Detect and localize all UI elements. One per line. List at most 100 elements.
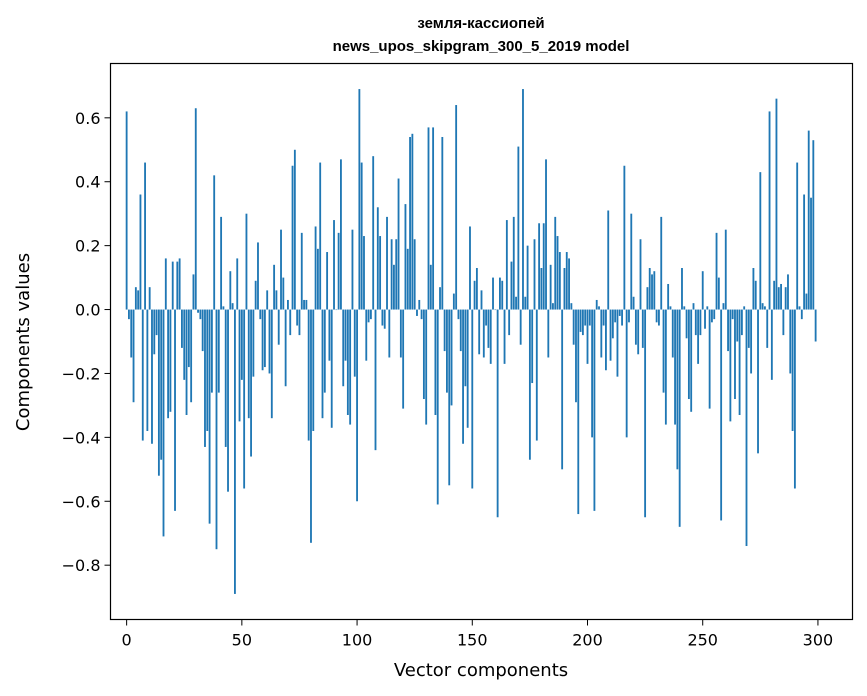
bar-157 <box>487 309 490 348</box>
bar-83 <box>316 248 319 310</box>
bar-179 <box>538 223 541 310</box>
bar-149 <box>469 226 471 310</box>
bar-181 <box>542 223 545 310</box>
bar-210 <box>609 309 612 361</box>
y-tick-label: 0.0 <box>75 301 100 320</box>
bar-252 <box>706 306 709 310</box>
bar-258 <box>720 309 723 521</box>
bar-22 <box>176 261 179 310</box>
bar-2 <box>130 309 133 358</box>
bar-110 <box>379 236 382 310</box>
bar-298 <box>812 140 815 310</box>
bar-192 <box>568 258 570 310</box>
bar-223 <box>639 239 642 310</box>
bar-27 <box>187 309 190 368</box>
bar-132 <box>429 264 432 310</box>
bar-234 <box>664 309 667 425</box>
y-tick-label: −0.4 <box>62 428 101 447</box>
bar-201 <box>588 309 591 326</box>
bar-240 <box>678 309 681 527</box>
bar-8 <box>144 162 146 310</box>
bar-171 <box>519 309 522 345</box>
plot-frame <box>109 62 854 621</box>
bar-54 <box>250 309 252 457</box>
bar-178 <box>535 309 538 441</box>
bar-121 <box>404 204 407 310</box>
bar-98 <box>351 229 354 310</box>
bar-187 <box>556 236 559 310</box>
bar-47 <box>234 309 236 594</box>
bar-40 <box>217 309 220 393</box>
bar-33 <box>201 309 204 352</box>
bar-162 <box>499 277 501 310</box>
bar-239 <box>676 309 679 470</box>
bar-228 <box>651 274 653 310</box>
x-axis-ticks: 0 50 100 150 200 250 300 <box>122 619 833 650</box>
bar-279 <box>768 111 771 310</box>
bar-193 <box>570 303 573 310</box>
bar-183 <box>547 309 550 358</box>
bar-38 <box>213 175 216 310</box>
bar-231 <box>658 309 660 326</box>
bar-257 <box>717 277 720 310</box>
bar-215 <box>621 309 623 326</box>
bar-113 <box>386 216 388 310</box>
bar-195 <box>575 309 577 403</box>
bar-244 <box>687 309 690 400</box>
bar-78 <box>305 299 308 310</box>
bar-208 <box>605 309 607 371</box>
bar-267 <box>740 309 743 336</box>
bar-3 <box>132 309 135 403</box>
bar-224 <box>641 309 644 348</box>
bar-168 <box>512 216 515 310</box>
x-axis-label: Vector components <box>394 660 568 681</box>
bar-172 <box>522 89 524 310</box>
bar-200 <box>586 309 589 364</box>
bar-167 <box>510 261 513 310</box>
x-tick-label: 100 <box>342 631 373 650</box>
bar-270 <box>747 309 750 348</box>
bar-247 <box>694 309 697 336</box>
bar-90 <box>333 220 335 310</box>
bar-211 <box>611 309 614 339</box>
bar-112 <box>383 309 386 329</box>
bar-135 <box>436 309 439 505</box>
bar-130 <box>425 309 428 425</box>
bar-9 <box>146 309 149 431</box>
bar-21 <box>174 309 176 511</box>
bar-45 <box>229 271 232 310</box>
bar-150 <box>471 309 474 489</box>
x-tick-label: 200 <box>572 631 603 650</box>
bar-284 <box>780 283 782 310</box>
bar-165 <box>505 220 508 310</box>
bar-91 <box>335 309 338 311</box>
bar-72 <box>291 165 294 310</box>
bar-213 <box>616 309 619 377</box>
bar-81 <box>312 309 315 431</box>
bar-188 <box>558 252 561 310</box>
bar-164 <box>503 309 506 364</box>
bar-233 <box>662 309 665 393</box>
bar-176 <box>531 309 534 384</box>
bar-63 <box>270 309 273 419</box>
bar-159 <box>492 277 494 310</box>
bar-286 <box>784 287 787 310</box>
bar-56 <box>254 280 257 310</box>
bar-103 <box>363 236 365 310</box>
bar-145 <box>459 309 462 352</box>
bar-128 <box>420 309 423 320</box>
bar-175 <box>528 309 531 460</box>
bar-55 <box>252 309 255 377</box>
bar-265 <box>736 309 739 342</box>
bar-114 <box>388 309 391 358</box>
bar-133 <box>432 127 435 310</box>
bar-235 <box>667 283 670 310</box>
bar-217 <box>625 309 628 438</box>
bar-69 <box>284 309 287 387</box>
bar-191 <box>565 252 568 310</box>
bar-49 <box>238 309 241 422</box>
bar-194 <box>572 309 575 345</box>
bar-117 <box>395 239 398 310</box>
bar-230 <box>655 309 658 323</box>
bar-225 <box>644 309 647 518</box>
